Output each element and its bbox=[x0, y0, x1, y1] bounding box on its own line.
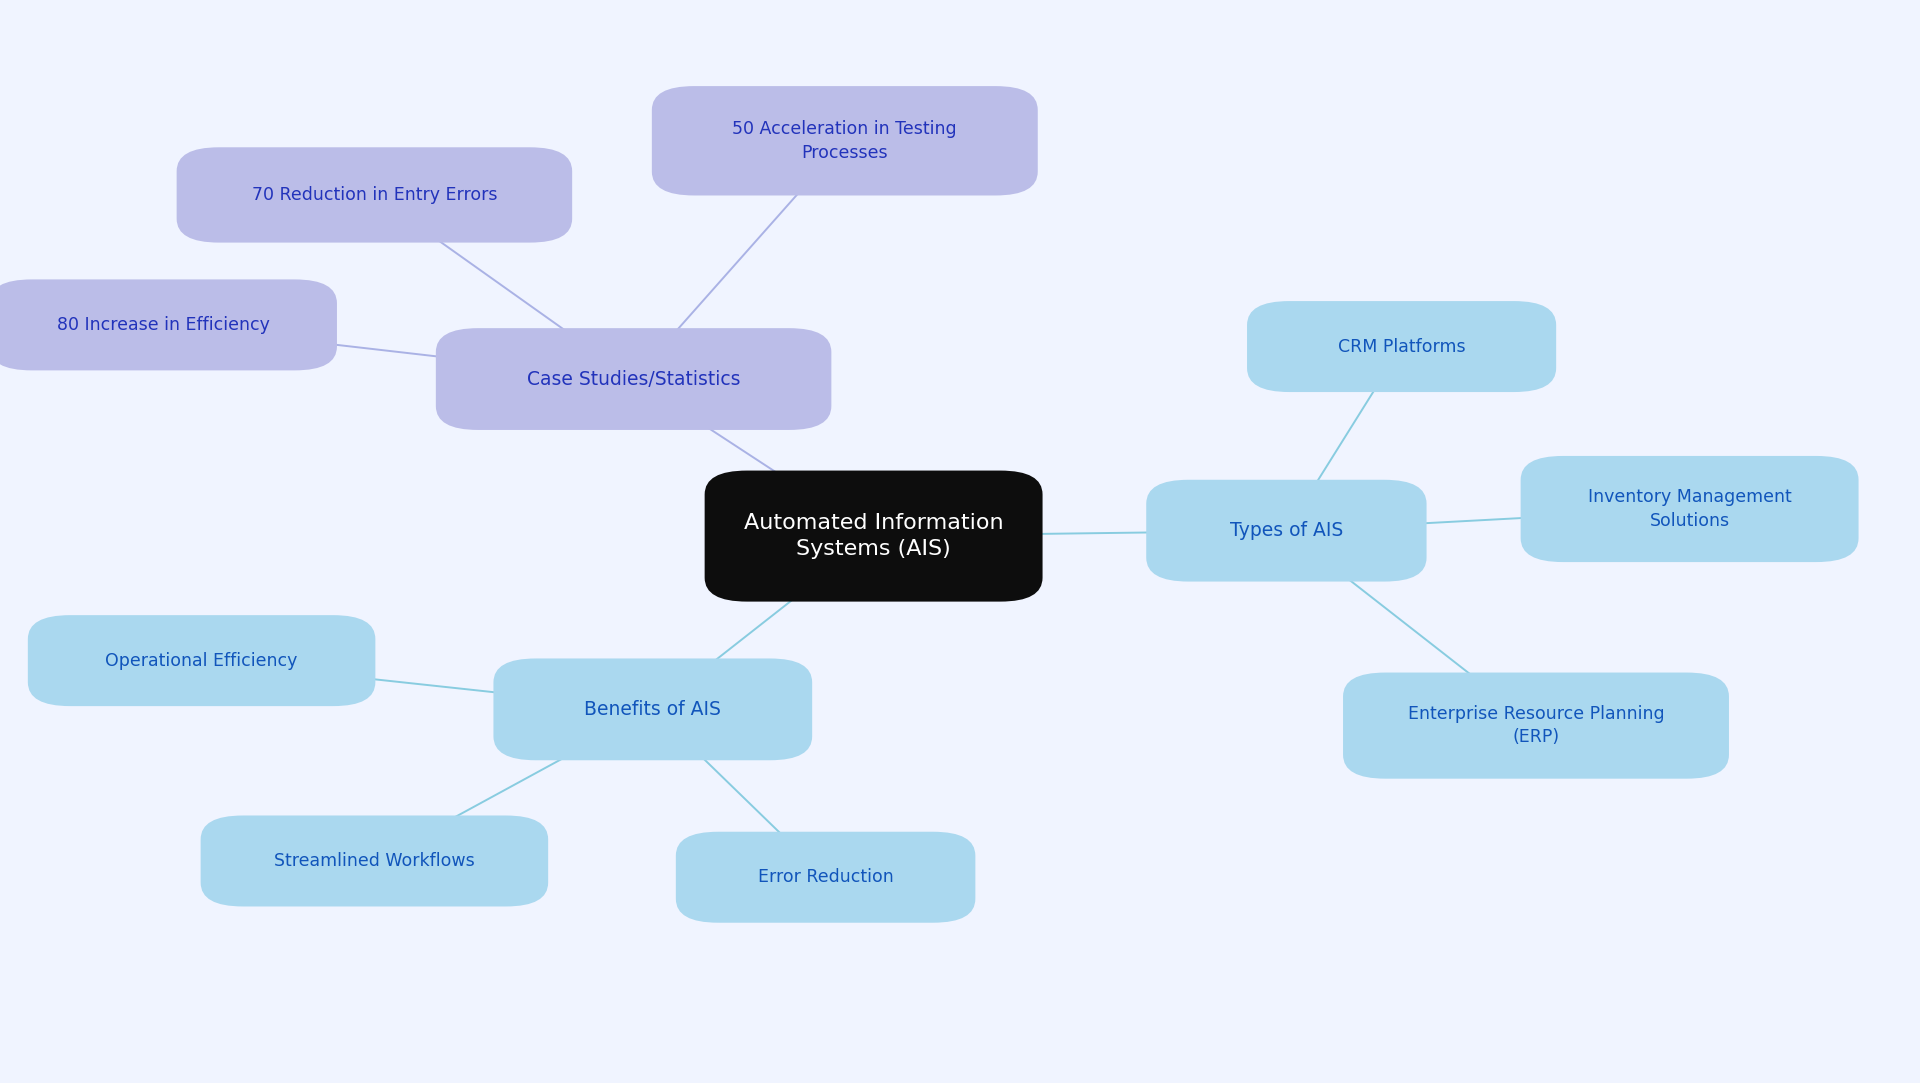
FancyBboxPatch shape bbox=[27, 615, 374, 706]
Text: Operational Efficiency: Operational Efficiency bbox=[106, 652, 298, 669]
Text: Types of AIS: Types of AIS bbox=[1231, 521, 1342, 540]
FancyBboxPatch shape bbox=[705, 470, 1043, 602]
FancyBboxPatch shape bbox=[493, 658, 812, 760]
Text: 80 Increase in Efficiency: 80 Increase in Efficiency bbox=[58, 316, 269, 334]
FancyBboxPatch shape bbox=[1146, 480, 1427, 582]
Text: Error Reduction: Error Reduction bbox=[758, 869, 893, 886]
FancyBboxPatch shape bbox=[1248, 301, 1555, 392]
FancyBboxPatch shape bbox=[0, 279, 338, 370]
Text: Inventory Management
Solutions: Inventory Management Solutions bbox=[1588, 488, 1791, 530]
Text: Automated Information
Systems (AIS): Automated Information Systems (AIS) bbox=[743, 513, 1004, 559]
FancyBboxPatch shape bbox=[177, 147, 572, 243]
FancyBboxPatch shape bbox=[436, 328, 831, 430]
FancyBboxPatch shape bbox=[1521, 456, 1859, 562]
Text: Benefits of AIS: Benefits of AIS bbox=[584, 700, 722, 719]
Text: 50 Acceleration in Testing
Processes: 50 Acceleration in Testing Processes bbox=[733, 120, 956, 161]
FancyBboxPatch shape bbox=[1344, 673, 1728, 779]
Text: 70 Reduction in Entry Errors: 70 Reduction in Entry Errors bbox=[252, 186, 497, 204]
Text: CRM Platforms: CRM Platforms bbox=[1338, 338, 1465, 355]
Text: Streamlined Workflows: Streamlined Workflows bbox=[275, 852, 474, 870]
FancyBboxPatch shape bbox=[202, 815, 549, 906]
Text: Case Studies/Statistics: Case Studies/Statistics bbox=[526, 369, 741, 389]
FancyBboxPatch shape bbox=[676, 832, 975, 923]
FancyBboxPatch shape bbox=[653, 87, 1037, 195]
Text: Enterprise Resource Planning
(ERP): Enterprise Resource Planning (ERP) bbox=[1407, 705, 1665, 746]
